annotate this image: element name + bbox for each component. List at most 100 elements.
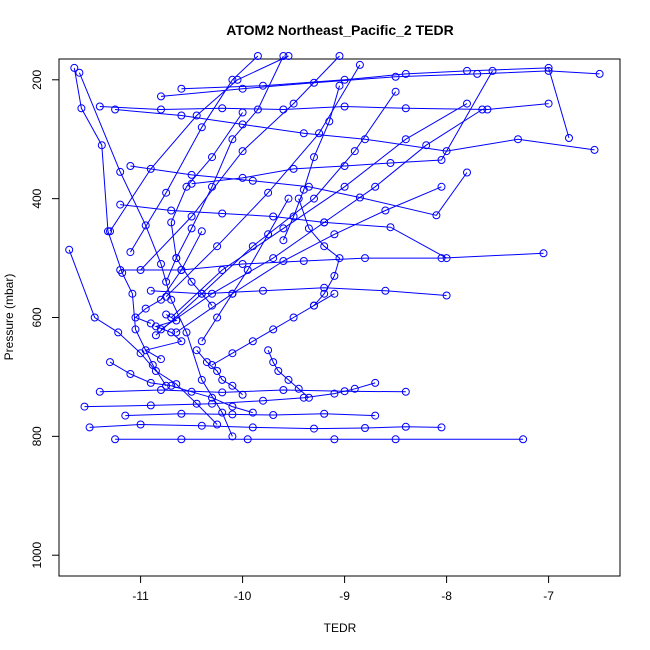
data-point	[197, 375, 206, 384]
data-point	[248, 176, 257, 185]
series-line-19	[129, 55, 259, 253]
series-line-34	[196, 349, 243, 396]
data-point	[590, 145, 599, 154]
data-point	[106, 358, 114, 367]
data-point	[157, 325, 165, 334]
data-point	[111, 105, 120, 114]
x-axis-label: TEDR	[324, 621, 357, 635]
data-point	[330, 271, 339, 280]
data-point	[350, 147, 359, 156]
data-point	[238, 84, 247, 93]
data-point	[361, 424, 369, 432]
data-point	[279, 224, 288, 233]
data-point	[259, 81, 267, 90]
y-axis-label: Pressure (mbar)	[2, 274, 16, 361]
data-point	[197, 421, 206, 430]
data-point	[519, 435, 528, 444]
data-point	[350, 384, 359, 393]
data-point	[213, 313, 222, 322]
data-point	[197, 123, 206, 132]
data-point	[187, 224, 196, 233]
series-line-31	[201, 198, 289, 342]
y-tick-label: 1000	[30, 542, 44, 569]
data-point	[422, 141, 431, 150]
data-point	[228, 135, 237, 144]
data-point	[340, 162, 349, 170]
data-point	[128, 289, 137, 298]
series-line-10	[134, 231, 203, 324]
data-point	[80, 402, 89, 411]
series-line-35	[267, 350, 310, 399]
data-point	[126, 370, 135, 378]
data-point	[213, 420, 222, 429]
data-point	[381, 286, 390, 295]
data-point	[157, 355, 165, 364]
data-point	[310, 78, 318, 87]
series-line-29	[150, 287, 447, 296]
data-point	[386, 223, 395, 232]
data-point	[177, 111, 186, 120]
data-point	[202, 358, 211, 367]
data-point	[269, 358, 278, 367]
series-line-5	[89, 423, 442, 430]
series-line-8	[125, 413, 376, 417]
data-point	[238, 120, 247, 129]
data-point	[355, 193, 364, 202]
data-point	[401, 422, 410, 431]
x-tick-label: -11	[132, 589, 149, 603]
data-point	[289, 164, 298, 173]
data-point	[437, 254, 446, 263]
data-point	[320, 409, 329, 418]
data-point	[304, 224, 313, 233]
data-point	[213, 242, 222, 251]
data-point	[197, 227, 206, 236]
data-point	[320, 218, 329, 227]
data-point	[299, 185, 308, 194]
data-point	[269, 325, 278, 334]
data-point	[269, 212, 278, 221]
data-point	[97, 141, 106, 150]
data-point	[228, 75, 237, 84]
data-point	[279, 52, 288, 60]
data-point	[264, 188, 273, 197]
data-point	[167, 218, 176, 227]
data-point	[192, 346, 201, 355]
data-point	[162, 292, 171, 301]
data-point	[310, 194, 318, 203]
data-point	[294, 384, 303, 393]
data-point	[442, 147, 451, 156]
data-point	[437, 156, 446, 164]
data-point	[172, 328, 181, 337]
data-point	[228, 432, 237, 441]
data-point	[488, 66, 497, 75]
series-line-24	[160, 70, 600, 97]
data-point	[335, 254, 344, 263]
data-point	[544, 66, 553, 75]
data-point	[371, 182, 380, 191]
data-point	[269, 254, 278, 263]
data-point	[473, 69, 482, 78]
series-line-7	[99, 389, 406, 393]
data-point	[401, 104, 410, 113]
data-point	[90, 313, 99, 322]
data-point	[162, 188, 171, 197]
data-point	[289, 212, 298, 221]
y-tick-label: 200	[30, 69, 44, 89]
data-point	[330, 389, 339, 398]
data-point	[106, 227, 114, 236]
data-point	[208, 399, 216, 408]
data-point	[371, 378, 380, 387]
data-point	[361, 135, 369, 144]
data-point	[243, 266, 252, 274]
series-line-15	[170, 103, 468, 318]
series-line-27	[120, 204, 447, 259]
data-point	[187, 170, 196, 179]
data-point	[595, 69, 604, 78]
data-point	[437, 423, 446, 432]
data-point	[238, 390, 247, 399]
data-point	[141, 304, 150, 313]
data-point	[340, 182, 349, 191]
data-point	[192, 111, 201, 120]
data-point	[126, 162, 135, 170]
data-point	[116, 266, 125, 274]
